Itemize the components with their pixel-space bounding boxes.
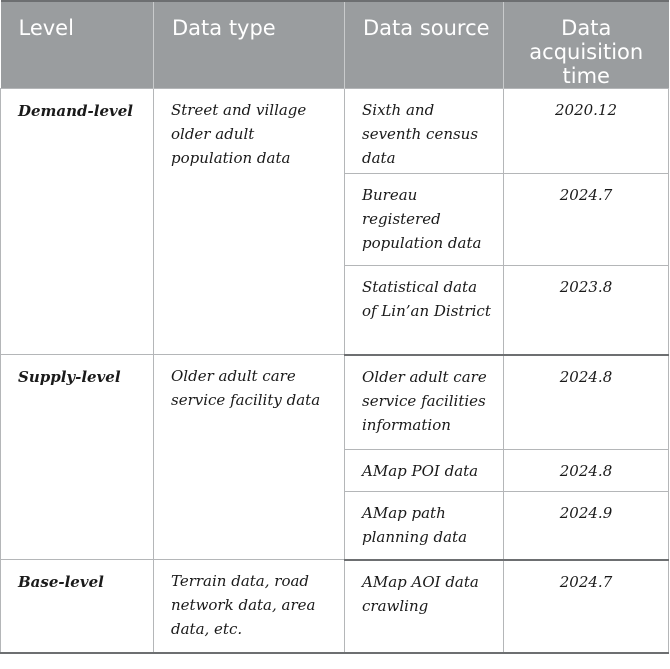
data-source-cell: Bureau registered population data xyxy=(344,173,504,266)
data-type-cell: Street and village older adult populatio… xyxy=(153,88,345,355)
header-data-type: Data type xyxy=(153,1,345,89)
acquisition-time-cell: 2023.8 xyxy=(503,265,669,356)
table-row: Base-level Terrain data, road network da… xyxy=(0,559,669,653)
acquisition-time-cell: 2024.8 xyxy=(503,449,669,492)
header-data-source: Data source xyxy=(344,1,504,89)
level-cell: Supply-level xyxy=(0,354,154,560)
acquisition-time-cell: 2024.7 xyxy=(503,173,669,266)
table-row: Statistical data of Lin’an District 2023… xyxy=(1,265,669,356)
table-header: Level Data type Data source Data acquisi… xyxy=(0,1,669,89)
acquisition-time-cell: 2024.9 xyxy=(503,491,669,561)
table-row: Supply-level Older adult care service fa… xyxy=(0,354,669,560)
data-type-cell: Older adult care service facility data xyxy=(153,354,345,560)
header-acquisition-time: Data acquisition time xyxy=(503,1,669,89)
data-source-cell: AMap POI data xyxy=(344,449,504,492)
acquisition-time-cell: 2024.7 xyxy=(503,559,669,653)
level-cell: Demand-level xyxy=(0,88,154,355)
data-source-cell: Statistical data of Lin’an District xyxy=(344,265,504,356)
data-source-cell: Sixth and seventh census data xyxy=(344,88,504,174)
acquisition-time-cell: 2020.12 xyxy=(503,88,669,174)
level-cell: Base-level xyxy=(0,559,154,653)
table-row: AMap POI data 2024.8 xyxy=(1,449,669,492)
table-row: Demand-level Street and village older ad… xyxy=(0,88,669,355)
data-sources-table: Level Data type Data source Data acquisi… xyxy=(0,0,669,654)
table-row: AMap path planning data 2024.9 xyxy=(1,491,669,561)
data-source-cell: Older adult care service facilities info… xyxy=(344,354,504,450)
table-body: Demand-level Street and village older ad… xyxy=(0,88,669,653)
data-type-cell: Terrain data, road network data, area da… xyxy=(153,559,345,653)
acquisition-time-cell: 2024.8 xyxy=(503,354,669,450)
header-row: Level Data type Data source Data acquisi… xyxy=(0,1,669,89)
table-row: Bureau registered population data 2024.7 xyxy=(1,173,669,266)
data-source-cell: AMap AOI data crawling xyxy=(344,559,504,653)
data-source-cell: AMap path planning data xyxy=(344,491,504,561)
header-level: Level xyxy=(0,1,154,89)
